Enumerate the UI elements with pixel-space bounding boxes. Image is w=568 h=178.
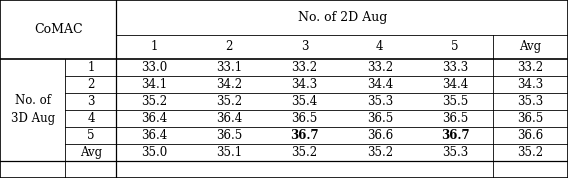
Text: 35.2: 35.2 (291, 146, 318, 159)
Text: 34.3: 34.3 (291, 78, 318, 91)
Text: 36.4: 36.4 (216, 112, 243, 125)
Text: 35.3: 35.3 (367, 95, 393, 108)
Text: 36.5: 36.5 (216, 129, 243, 142)
Text: 36.4: 36.4 (141, 112, 167, 125)
Text: 36.5: 36.5 (367, 112, 393, 125)
Text: 35.2: 35.2 (367, 146, 393, 159)
Text: 3: 3 (87, 95, 95, 108)
Text: 35.2: 35.2 (216, 95, 243, 108)
Text: 4: 4 (87, 112, 95, 125)
Text: 33.2: 33.2 (517, 61, 544, 74)
Text: 34.4: 34.4 (442, 78, 468, 91)
Text: 4: 4 (376, 40, 383, 53)
Text: 5: 5 (452, 40, 459, 53)
Text: 36.4: 36.4 (141, 129, 167, 142)
Text: 1: 1 (87, 61, 94, 74)
Text: 3: 3 (301, 40, 308, 53)
Text: 33.2: 33.2 (291, 61, 318, 74)
Text: 1: 1 (151, 40, 158, 53)
Text: 35.2: 35.2 (141, 95, 167, 108)
Text: 33.1: 33.1 (216, 61, 243, 74)
Text: 33.0: 33.0 (141, 61, 167, 74)
Text: 36.6: 36.6 (517, 129, 544, 142)
Text: 2: 2 (87, 78, 94, 91)
Text: 35.0: 35.0 (141, 146, 167, 159)
Text: 34.2: 34.2 (216, 78, 243, 91)
Text: 33.2: 33.2 (367, 61, 393, 74)
Text: 35.4: 35.4 (291, 95, 318, 108)
Text: Avg: Avg (519, 40, 541, 53)
Text: 35.3: 35.3 (442, 146, 468, 159)
Text: 36.6: 36.6 (367, 129, 393, 142)
Text: 36.7: 36.7 (441, 129, 469, 142)
Text: Avg: Avg (80, 146, 102, 159)
Text: 34.4: 34.4 (367, 78, 393, 91)
Text: 36.5: 36.5 (291, 112, 318, 125)
Text: 34.3: 34.3 (517, 78, 544, 91)
Text: 36.5: 36.5 (517, 112, 544, 125)
Text: 35.5: 35.5 (442, 95, 468, 108)
Text: CoMAC: CoMAC (34, 23, 82, 36)
Text: 5: 5 (87, 129, 95, 142)
Text: No. of
3D Aug: No. of 3D Aug (11, 94, 55, 125)
Text: 2: 2 (225, 40, 233, 53)
Text: 34.1: 34.1 (141, 78, 167, 91)
Text: 35.2: 35.2 (517, 146, 544, 159)
Text: 36.5: 36.5 (442, 112, 468, 125)
Text: No. of 2D Aug: No. of 2D Aug (298, 11, 387, 24)
Text: 35.1: 35.1 (216, 146, 243, 159)
Text: 33.3: 33.3 (442, 61, 468, 74)
Text: 36.7: 36.7 (290, 129, 319, 142)
Text: 35.3: 35.3 (517, 95, 544, 108)
